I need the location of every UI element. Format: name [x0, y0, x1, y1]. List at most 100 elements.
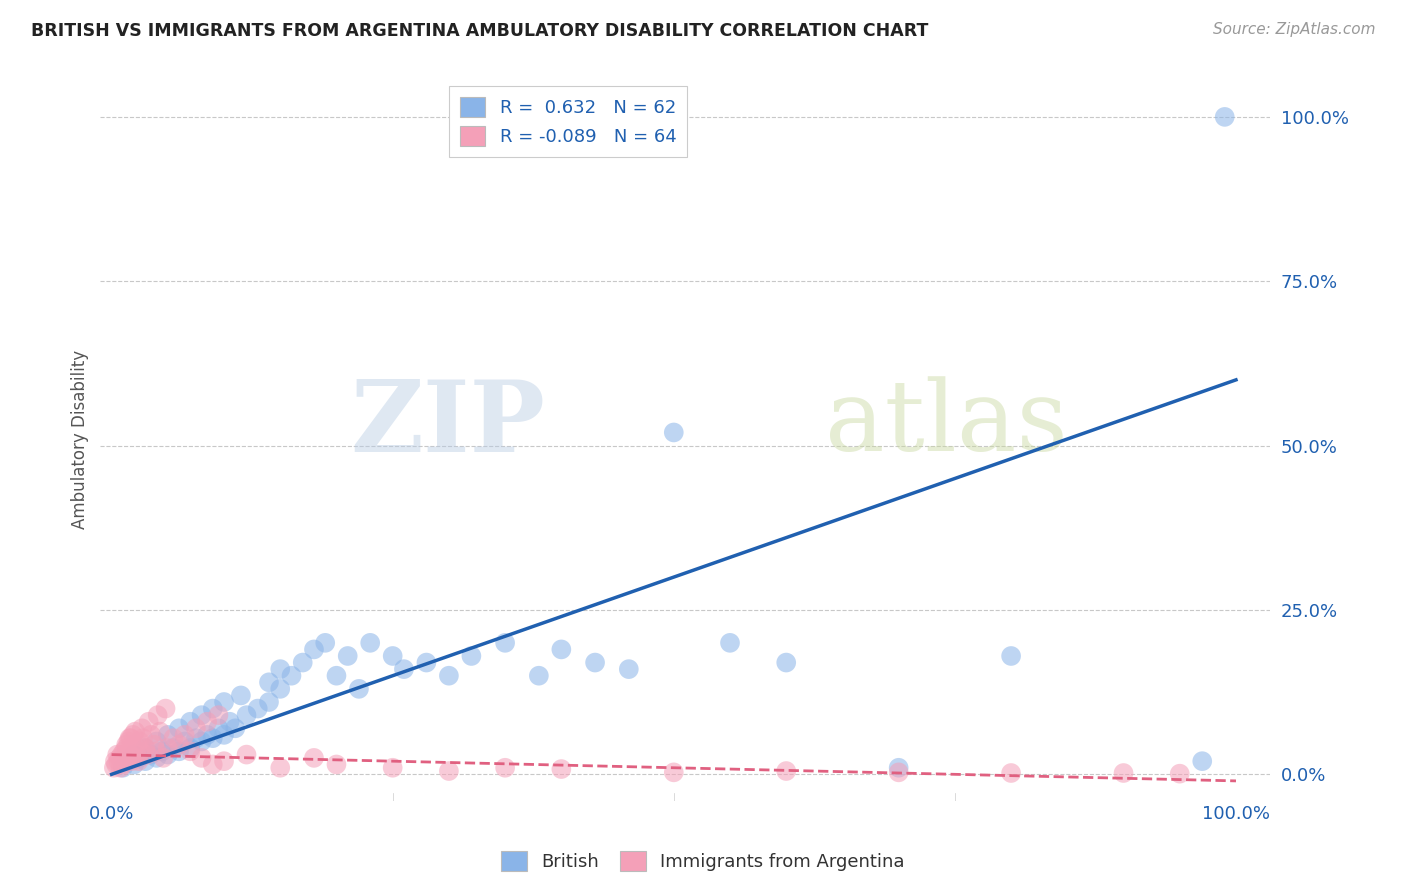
Point	[128, 751, 150, 765]
Point	[1000, 648, 1022, 663]
Point	[131, 721, 153, 735]
Point	[117, 751, 139, 765]
Point	[336, 648, 359, 663]
Point	[139, 747, 162, 762]
Point	[145, 751, 167, 765]
Point	[118, 731, 141, 746]
Point	[224, 721, 246, 735]
Point	[125, 747, 148, 762]
Point	[134, 741, 156, 756]
Point	[235, 708, 257, 723]
Point	[122, 757, 145, 772]
Point	[150, 744, 173, 758]
Point	[662, 765, 685, 780]
Point	[184, 721, 207, 735]
Point	[155, 701, 177, 715]
Point	[314, 636, 336, 650]
Point	[1000, 766, 1022, 780]
Point	[122, 751, 145, 765]
Point	[120, 731, 142, 746]
Point	[111, 757, 134, 772]
Point	[460, 648, 482, 663]
Point	[138, 714, 160, 729]
Point	[128, 754, 150, 768]
Point	[167, 721, 190, 735]
Point	[184, 731, 207, 746]
Point	[156, 741, 179, 756]
Point	[179, 741, 201, 756]
Point	[415, 656, 437, 670]
Point	[179, 714, 201, 729]
Point	[269, 761, 291, 775]
Point	[145, 734, 167, 748]
Point	[291, 656, 314, 670]
Point	[156, 728, 179, 742]
Point	[207, 721, 229, 735]
Point	[1112, 766, 1135, 780]
Point	[212, 754, 235, 768]
Y-axis label: Ambulatory Disability: Ambulatory Disability	[72, 350, 89, 529]
Point	[149, 724, 172, 739]
Point	[212, 695, 235, 709]
Point	[381, 648, 404, 663]
Point	[527, 669, 550, 683]
Point	[550, 762, 572, 776]
Point	[494, 636, 516, 650]
Point	[494, 761, 516, 775]
Point	[212, 728, 235, 742]
Point	[111, 747, 134, 762]
Point	[127, 741, 149, 756]
Point	[325, 669, 347, 683]
Point	[136, 747, 159, 762]
Point	[662, 425, 685, 440]
Point	[235, 747, 257, 762]
Point	[617, 662, 640, 676]
Point	[257, 675, 280, 690]
Point	[134, 741, 156, 756]
Point	[269, 662, 291, 676]
Text: BRITISH VS IMMIGRANTS FROM ARGENTINA AMBULATORY DISABILITY CORRELATION CHART: BRITISH VS IMMIGRANTS FROM ARGENTINA AMB…	[31, 22, 928, 40]
Point	[167, 738, 190, 752]
Point	[167, 744, 190, 758]
Point	[190, 751, 212, 765]
Point	[173, 734, 195, 748]
Point	[887, 765, 910, 780]
Legend: British, Immigrants from Argentina: British, Immigrants from Argentina	[494, 844, 912, 879]
Text: Source: ZipAtlas.com: Source: ZipAtlas.com	[1212, 22, 1375, 37]
Point	[145, 744, 167, 758]
Point	[325, 757, 347, 772]
Point	[201, 757, 224, 772]
Point	[280, 669, 302, 683]
Point	[229, 689, 252, 703]
Point	[121, 754, 143, 768]
Point	[195, 728, 218, 742]
Point	[302, 642, 325, 657]
Point	[207, 708, 229, 723]
Point	[139, 728, 162, 742]
Point	[128, 734, 150, 748]
Point	[179, 744, 201, 758]
Text: ZIP: ZIP	[350, 376, 544, 473]
Point	[105, 747, 128, 762]
Point	[550, 642, 572, 657]
Point	[124, 724, 146, 739]
Point	[152, 751, 174, 765]
Point	[381, 761, 404, 775]
Legend: R =  0.632   N = 62, R = -0.089   N = 64: R = 0.632 N = 62, R = -0.089 N = 64	[449, 87, 688, 157]
Point	[190, 708, 212, 723]
Point	[115, 738, 138, 752]
Point	[156, 747, 179, 762]
Point	[111, 761, 134, 775]
Point	[775, 764, 797, 778]
Point	[347, 681, 370, 696]
Point	[195, 714, 218, 729]
Point	[122, 728, 145, 742]
Text: atlas: atlas	[825, 376, 1069, 473]
Point	[246, 701, 269, 715]
Point	[359, 636, 381, 650]
Point	[122, 747, 145, 762]
Point	[887, 761, 910, 775]
Point	[132, 731, 155, 746]
Point	[201, 731, 224, 746]
Point	[118, 747, 141, 762]
